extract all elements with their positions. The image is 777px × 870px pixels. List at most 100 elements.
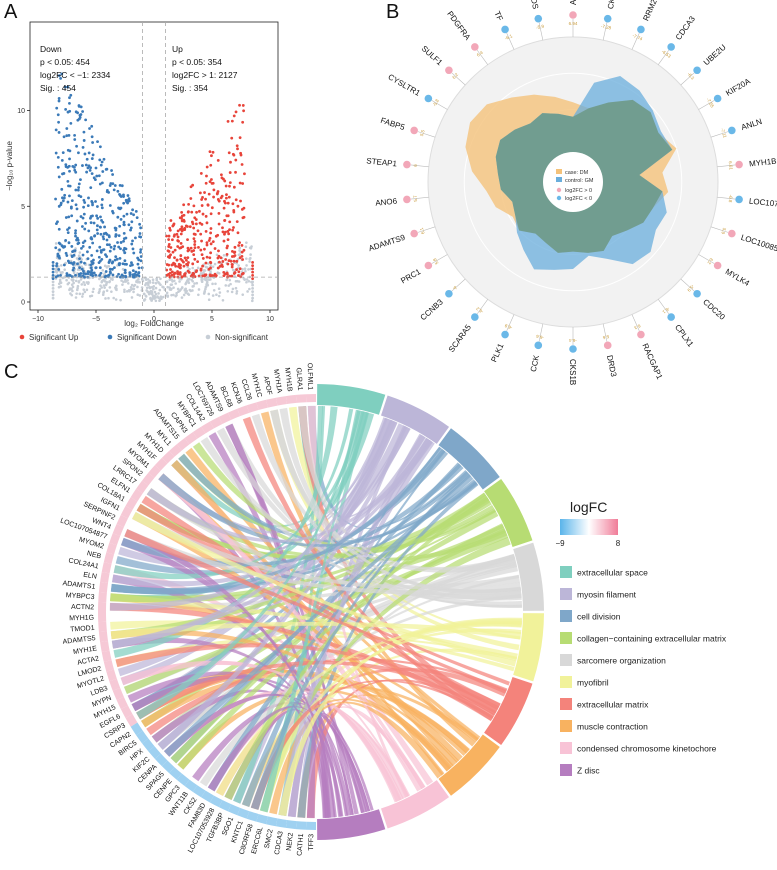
point-down xyxy=(87,229,91,233)
term-arc xyxy=(484,478,533,548)
legend-ns: Non-significant xyxy=(215,333,269,342)
gene-fc-arc xyxy=(148,465,161,478)
point-up xyxy=(210,154,213,158)
point-ns xyxy=(203,277,206,281)
point-up xyxy=(199,268,203,272)
radar-gene-label: LOC100857892 xyxy=(740,233,777,259)
x-tick-label: −10 xyxy=(32,316,44,323)
gene-fc-arc xyxy=(98,601,107,612)
point-ns xyxy=(157,292,160,295)
radar-logfc-dot xyxy=(637,330,645,339)
point-down xyxy=(68,101,71,105)
point-ns xyxy=(159,295,163,299)
radar-logfc-value: 5.8 xyxy=(432,257,440,265)
radar-spoke xyxy=(680,278,695,292)
point-down xyxy=(117,234,121,238)
point-down xyxy=(105,238,109,242)
point-down xyxy=(102,237,106,241)
point-down xyxy=(99,232,103,236)
radar-logfc-dot xyxy=(403,160,411,169)
point-up xyxy=(235,220,239,224)
point-ns xyxy=(200,276,204,280)
chord-gene-label: APOF xyxy=(262,376,273,396)
point-ns xyxy=(74,296,78,299)
point-down xyxy=(129,226,133,230)
point-ns xyxy=(247,268,250,271)
point-down xyxy=(76,236,79,240)
point-ns xyxy=(215,293,218,297)
point-up xyxy=(188,225,192,229)
point-up xyxy=(170,238,174,242)
point-up xyxy=(222,271,226,274)
go-legend-label: sarcomere organization xyxy=(577,656,666,666)
point-ns xyxy=(186,265,189,269)
point-ns xyxy=(143,298,147,301)
point-down xyxy=(119,247,122,251)
point-down xyxy=(131,239,134,243)
volcano-y-label: −log₁₀ p-value xyxy=(5,141,14,191)
gene-fc-arc xyxy=(256,813,268,825)
radar-logfc-value: -6.6 xyxy=(535,334,544,341)
point-ns xyxy=(180,286,184,289)
chord-ribbon xyxy=(110,446,446,594)
point-down xyxy=(103,225,106,229)
point-down xyxy=(96,205,99,208)
point-ns xyxy=(209,264,212,267)
radar-gene-label: CKAP2 xyxy=(606,0,620,10)
point-edge xyxy=(51,287,55,290)
gene-fc-arc xyxy=(246,402,259,413)
point-down xyxy=(58,256,61,260)
point-down xyxy=(87,164,91,168)
point-edge xyxy=(251,290,255,294)
radar-gene-label: TF xyxy=(492,10,504,23)
point-down xyxy=(62,135,66,139)
radar-logfc-dot xyxy=(713,261,722,270)
point-ns xyxy=(76,284,80,288)
chord-ribbon xyxy=(136,410,361,720)
point-up xyxy=(209,261,213,265)
point-up xyxy=(171,250,175,254)
point-ns xyxy=(203,291,206,294)
gene-fc-arc xyxy=(209,795,223,808)
point-down xyxy=(114,255,118,259)
point-down xyxy=(66,148,70,152)
point-down xyxy=(111,260,115,264)
point-up xyxy=(180,219,184,223)
chord-gene-label: MYBPC3 xyxy=(65,592,94,601)
gene-fc-arc xyxy=(237,807,250,819)
chord-gene-label: MYH1B xyxy=(283,367,293,392)
point-down xyxy=(134,236,137,240)
radar-logfc-value: 6.1 xyxy=(419,227,426,235)
point-up xyxy=(213,247,217,250)
legend-control-swatch xyxy=(556,177,562,182)
chord-ribbon xyxy=(113,406,338,658)
point-ns xyxy=(154,296,157,299)
radar-logfc-dot xyxy=(735,195,743,204)
radar-spoke xyxy=(476,49,489,65)
point-up xyxy=(242,215,246,219)
point-down xyxy=(100,203,104,207)
down-ann-line-3: log2FC < −1: 2334 xyxy=(40,70,111,80)
point-up xyxy=(192,272,196,276)
go-legend-label: myosin filament xyxy=(577,590,637,600)
point-down xyxy=(104,167,108,171)
point-down xyxy=(90,268,94,272)
point-ns xyxy=(70,283,74,286)
point-ns xyxy=(97,291,101,295)
radar-spoke xyxy=(431,254,448,264)
point-down xyxy=(138,235,141,238)
point-up xyxy=(214,234,218,238)
point-up xyxy=(191,222,195,226)
point-up xyxy=(209,212,213,216)
point-down xyxy=(126,194,130,197)
point-up xyxy=(172,275,176,279)
point-ns xyxy=(69,259,73,263)
radar-spoke xyxy=(602,22,608,41)
point-ns xyxy=(81,295,84,298)
gene-fc-arc xyxy=(112,687,124,701)
point-down xyxy=(91,141,95,144)
point-ns xyxy=(137,278,140,281)
radar-gene-label: KIF20A xyxy=(724,76,752,97)
radar-gene-label: CDCA3 xyxy=(674,14,698,42)
point-down xyxy=(62,263,66,267)
